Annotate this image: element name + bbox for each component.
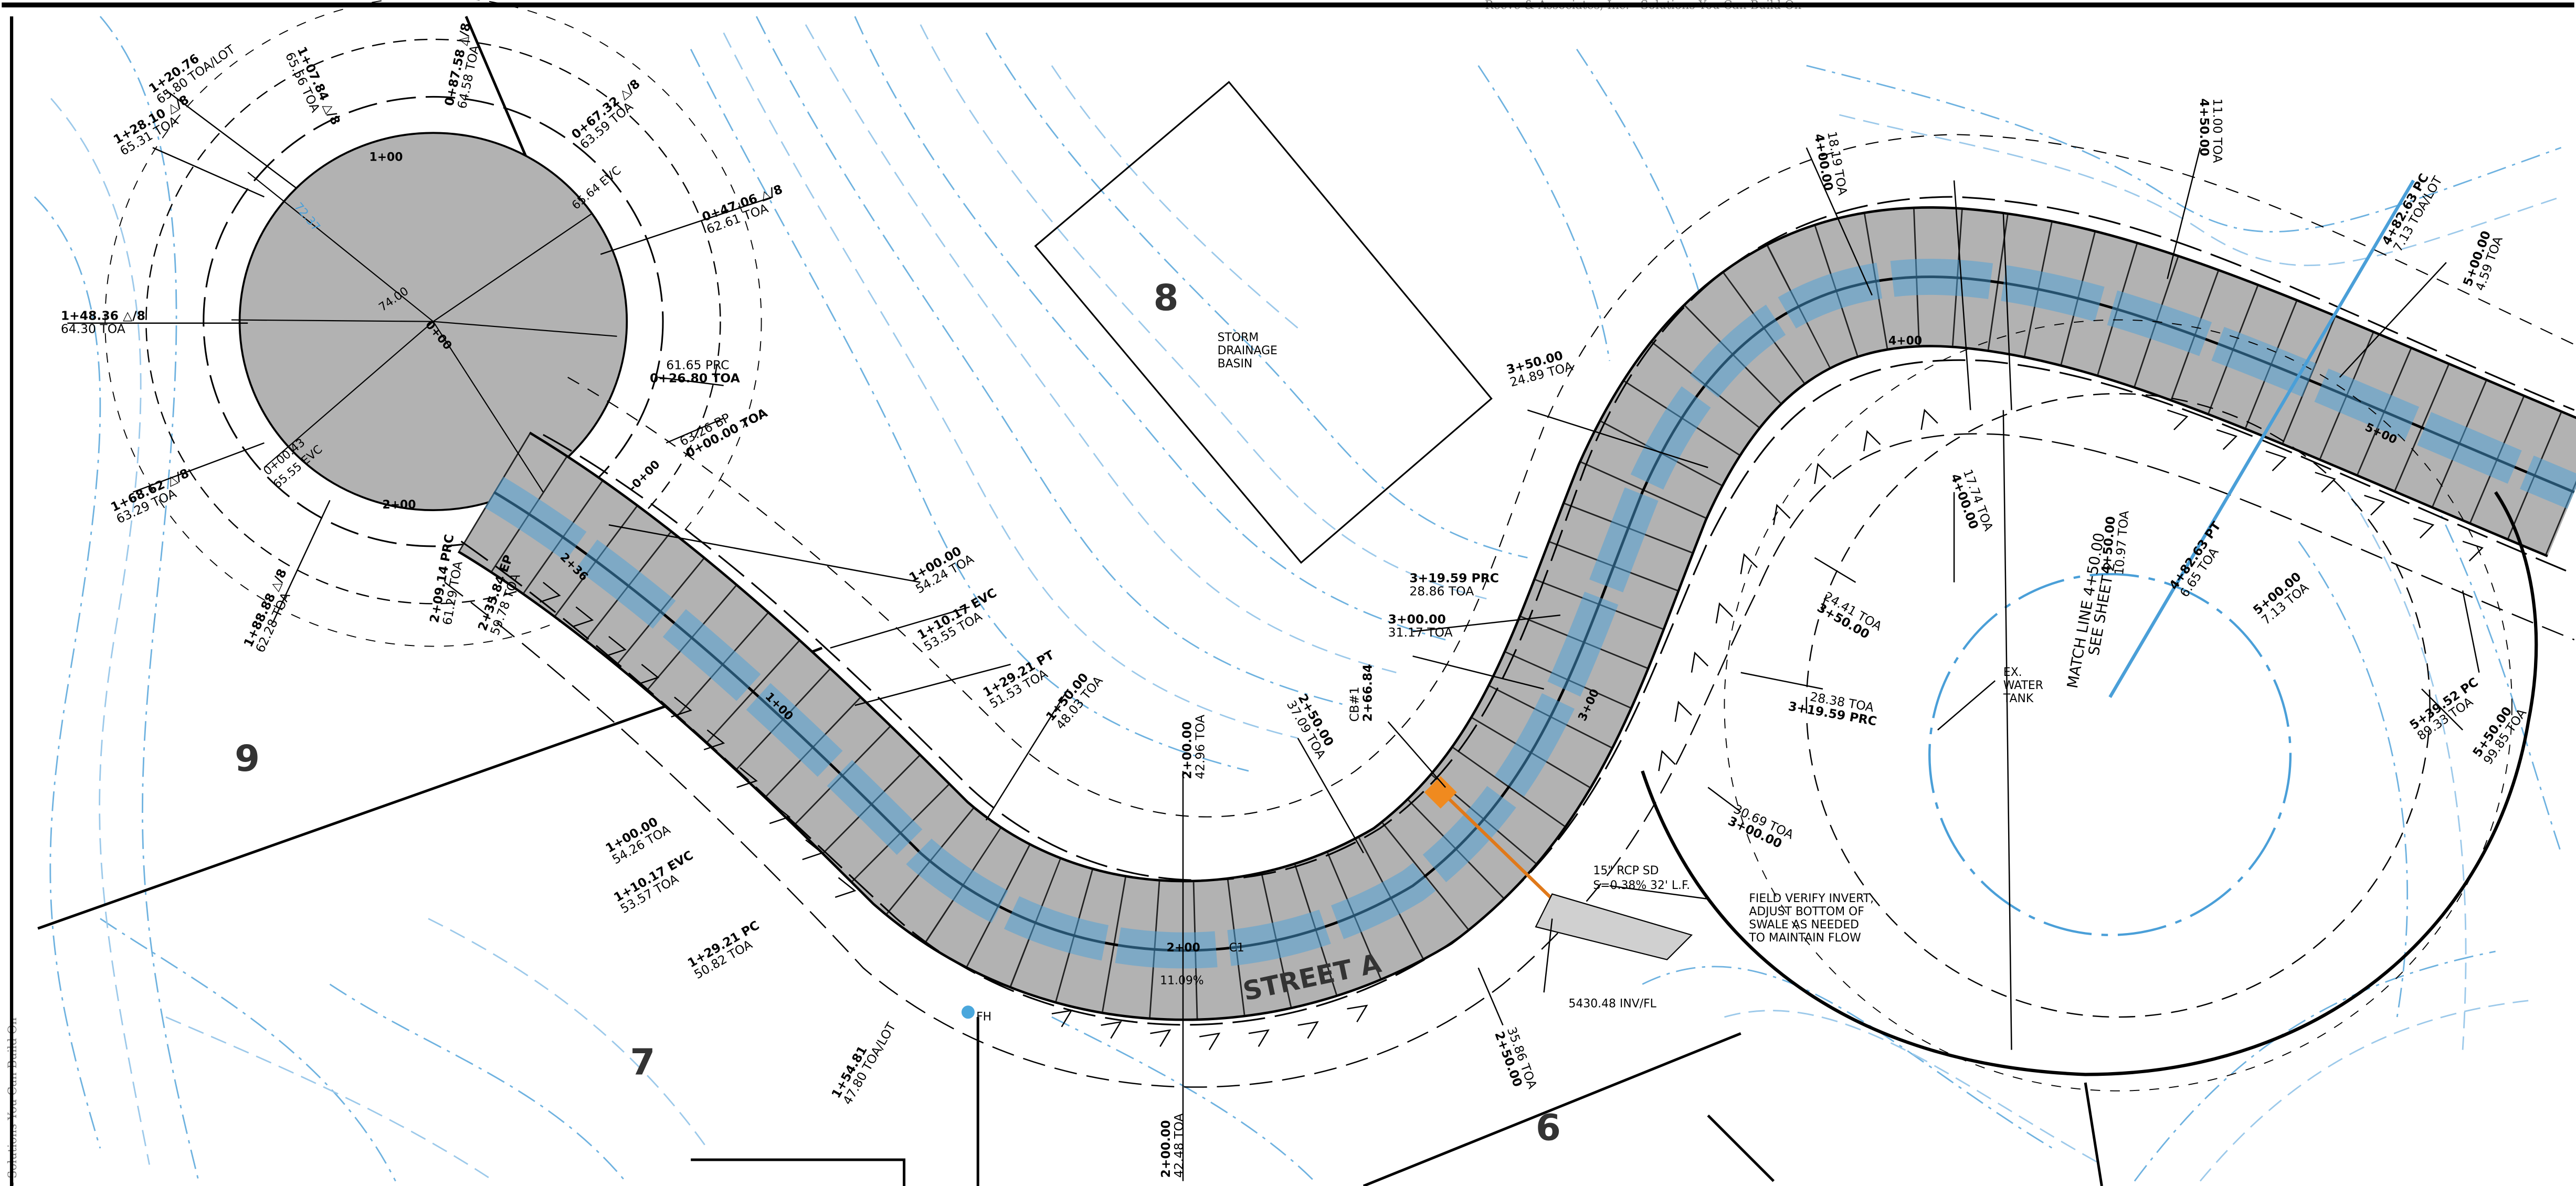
tank-offset-ring: [1806, 393, 2431, 1018]
sta-v-1: 3+00.00: [1388, 612, 1446, 627]
basin-label-line-1: STORM: [1218, 331, 1259, 344]
leader-lines: [67, 89, 2480, 1181]
misc-label-2: 72.37: [291, 200, 322, 234]
matchline-arc: [1641, 491, 2538, 1076]
align-sta-3: 0+00: [423, 319, 454, 353]
sta-g-1: 1+48.36 △/8: [61, 309, 145, 323]
sta-y-2: 11.00 TOA: [2210, 99, 2225, 163]
field-note-line-1: FIELD VERIFY INVERT,: [1749, 892, 1874, 905]
align-sta-4: -0+00: [626, 458, 662, 494]
water-tank-circle: [1928, 573, 2292, 936]
street-offset-line-2: [444, 433, 2575, 1088]
street-name: STREET A: [1240, 948, 1384, 1007]
sta-t-2: CB#1: [1347, 686, 1361, 722]
cul-de-sac-ring: [203, 96, 664, 547]
pipe-note-line-2: S=0.38% 32' L.F.: [1593, 879, 1690, 892]
fh-label: FH: [976, 1010, 991, 1023]
sta-u-2: 28.86 TOA: [1409, 584, 1474, 599]
sta-g-2: 64.30 TOA: [61, 322, 125, 336]
culdesac-radials: [231, 172, 617, 493]
street-offset-line-1: [460, 359, 2575, 1026]
misc-label-5: 65.64 EVC: [569, 164, 624, 213]
field-note-line-3: SWALE AS NEEDED: [1749, 918, 1859, 931]
field-note-line-4: TO MAINTAIN FLOW: [1748, 931, 1861, 945]
sta-u-1: 3+19.59 PRC: [1409, 571, 1499, 586]
street-offset-line-4: [567, 134, 2575, 818]
lot-9-label: 9: [235, 738, 260, 780]
catch-basin: [1424, 776, 1457, 809]
lot-7-label: 7: [630, 1041, 656, 1083]
align-sta-9: 4+00: [1888, 334, 1922, 347]
street-lane-line: [484, 259, 2576, 969]
misc-label-1: 74.00: [377, 284, 411, 314]
contour-lines: [34, 16, 2562, 1182]
basin-label-line-3: BASIN: [1218, 357, 1253, 370]
tank-label-line-1: EX.: [2003, 666, 2022, 679]
storm-pipe: [1441, 791, 1554, 901]
cul-de-sac-outer-ring: [145, 38, 721, 605]
utility-line: [2108, 179, 2415, 698]
slope-label: 11.09%: [1160, 975, 1203, 988]
lot-8-label: 8: [1154, 277, 1179, 319]
lot-6-label: 6: [1536, 1107, 1561, 1149]
tank-offset-ring-2: [1724, 319, 2512, 1092]
tank-label-line-2: WATER: [2003, 679, 2043, 692]
sta-t-1: 2+66.84: [1360, 664, 1375, 722]
cul-de-sac-outer-ring-2: [104, 0, 762, 647]
sta-v-2: 31.17 TOA: [1388, 625, 1453, 640]
sta-y-1: 4+50.00: [2197, 99, 2212, 156]
sta-r-2: 42.96 TOA: [1193, 715, 1208, 779]
align-sta-10: 5+00: [2363, 421, 2399, 447]
sta-r-1: 2+00.00: [1180, 722, 1195, 779]
curb-chevrons: [540, 408, 2484, 1051]
align-sta-6: 1+00: [763, 690, 796, 723]
curve-label: C1: [1229, 941, 1244, 955]
sta-af-2: 42.48 TOA: [1171, 1113, 1186, 1178]
sta-af-1: 2+00.00: [1158, 1120, 1173, 1178]
pipe-note-line-1: 15" RCP SD: [1593, 864, 1659, 877]
align-sta-1: 1+00: [369, 151, 403, 164]
tank-label-line-3: TANK: [2003, 692, 2034, 705]
invert-note: 5430.48 INV/FL: [1569, 997, 1657, 1010]
align-sta-2: 2+00: [383, 499, 416, 512]
align-sta-7: 2+00: [1167, 941, 1200, 955]
field-note-line-2: ADJUST BOTTOM OF: [1749, 905, 1864, 918]
align-sta-8: 3+00: [1576, 687, 1602, 723]
swale-outlet: [1535, 893, 1693, 960]
sta-l-2: 0+26.80 TOA: [650, 370, 741, 385]
fire-hydrant: [961, 1005, 975, 1019]
align-sta-5: 2+36: [557, 550, 590, 584]
sta-l-1: 61.65 PRC: [666, 357, 729, 372]
storm-drainage-basin: [1034, 81, 1493, 564]
basin-label-line-2: DRAINAGE: [1218, 344, 1278, 357]
street-offset-line-3: [543, 196, 2575, 881]
